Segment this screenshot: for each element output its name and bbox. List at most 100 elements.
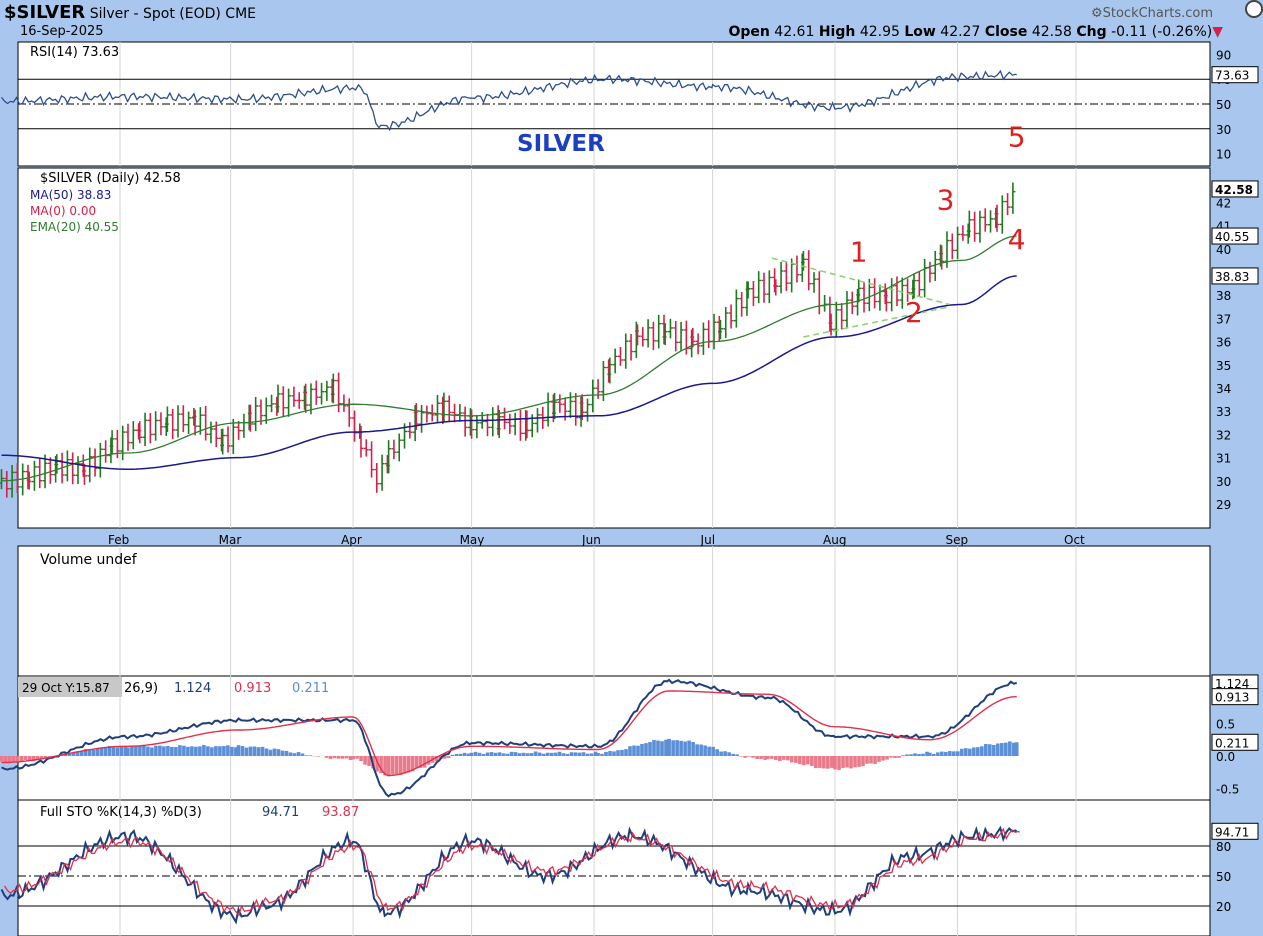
down-arrow-icon: ▼ — [1212, 24, 1223, 40]
macd-hist-bar — [652, 739, 656, 756]
macd-hist-bar — [178, 745, 182, 756]
sto-legend: Full STO %K(14,3) %D(3) — [40, 805, 202, 820]
macd-hist-bar — [308, 755, 313, 756]
macd-hist-bar — [292, 753, 297, 756]
macd-hist-bar — [593, 751, 598, 756]
macd-hist-bar — [142, 745, 146, 756]
sto-d-line — [3, 827, 1020, 917]
macd-hist-bar — [497, 752, 502, 756]
macd-hist-bar — [134, 745, 138, 756]
x-tick-label: Apr — [341, 533, 362, 547]
macd-hist-bar — [256, 747, 261, 756]
macd-hist-bar — [695, 744, 699, 756]
macd-hist-bar — [234, 747, 238, 756]
macd-hist-bar — [103, 747, 108, 756]
close-value: 42.58 — [1031, 24, 1072, 40]
sto-legend-k: 94.71 — [262, 805, 299, 820]
ema20-line — [1, 235, 1017, 482]
macd-hist-bar — [300, 753, 305, 756]
macd-hist-bar — [913, 753, 917, 756]
macd-hist-bar — [462, 752, 467, 756]
macd-legend-params: 26,9) — [124, 681, 158, 696]
macd-hist-bar — [545, 752, 550, 756]
x-tick-label: Mar — [219, 533, 242, 547]
macd-hist-bar — [739, 756, 743, 757]
macd-hist-bar — [865, 756, 869, 764]
close-corner-icon[interactable] — [1245, 0, 1263, 18]
rsi-tick-label: 90 — [1216, 48, 1231, 62]
macd-hist-bar — [711, 746, 715, 756]
macd-hist-bar — [687, 740, 691, 756]
price-legend-0: $SILVER (Daily) 42.58 — [40, 171, 181, 186]
macd-hist-bar — [79, 751, 84, 756]
silver-overlay-title: SILVER — [517, 131, 605, 157]
macd-signal-line — [1, 690, 1017, 777]
macd-hist-bar — [604, 751, 608, 756]
x-tick-label: Aug — [823, 533, 846, 547]
macd-hist-bar — [517, 753, 522, 756]
macd-hist-bar — [541, 753, 546, 756]
macd-hist-bar — [426, 756, 431, 765]
macd-hist-bar — [988, 744, 992, 756]
macd-hist-bar — [600, 753, 604, 756]
price-legend: $SILVER (Daily) 42.58 MA(50) 38.83 MA(0)… — [30, 171, 181, 234]
macd-hist-bar — [485, 752, 490, 756]
macd-legend-signal: 0.913 — [234, 681, 271, 696]
symbol-description: Silver - Spot (EOD) — [89, 6, 221, 22]
macd-hist-bar — [236, 745, 241, 756]
macd-hist-bar — [489, 752, 494, 756]
macd-hist-bar — [996, 743, 1000, 756]
macd-hist-bar — [774, 756, 778, 760]
x-tick-label: Oct — [1064, 533, 1085, 547]
macd-hist-bar — [830, 756, 834, 768]
macd-hist-bar — [968, 748, 972, 756]
macd-hist-bar — [810, 756, 814, 766]
macd-hist-bar — [226, 745, 230, 756]
macd-hist-bar — [553, 752, 558, 756]
chg-value: -0.11 (-0.26%) — [1111, 24, 1213, 40]
macd-hist-bar — [296, 752, 301, 756]
macd-hist-bar — [818, 756, 822, 768]
macd-hist-bar — [288, 752, 293, 756]
symbol-label: $SILVER — [4, 2, 86, 23]
macd-hist-bar — [138, 746, 142, 756]
macd-hist-bar — [174, 747, 178, 756]
macd-hist-bar — [944, 751, 948, 756]
macd-value-label: 0.913 — [1215, 691, 1249, 705]
macd-value-box — [1211, 733, 1259, 751]
macd-date-tooltip: 29 Oct Y:15.87 — [22, 681, 110, 695]
macd-hist-bar — [612, 751, 616, 756]
macd-hist-bar — [379, 756, 383, 774]
macd-hist-bar — [699, 744, 703, 756]
macd-hist-bar — [332, 756, 337, 759]
macd-hist-bar — [390, 756, 395, 775]
price-tick-label: 30 — [1216, 475, 1231, 489]
macd-hist-bar — [806, 756, 810, 765]
macd-hist-bar — [3, 756, 8, 762]
macd-hist-bar — [707, 746, 711, 756]
macd-hist-bar — [731, 753, 735, 756]
macd-hist-bar — [766, 756, 770, 760]
macd-hist-bar — [877, 756, 881, 762]
macd-hist-bar — [406, 756, 411, 773]
chart-date: 16-Sep-2025 — [20, 24, 104, 39]
macd-hist-bar — [410, 756, 415, 772]
macd-hist-bar — [719, 751, 723, 756]
volume-legend: Volume undef — [40, 552, 138, 568]
macd-hist-bar — [837, 756, 841, 770]
macd-hist-bar — [214, 746, 218, 756]
wave-label-3: 3 — [937, 183, 955, 216]
macd-hist-bar — [897, 756, 901, 758]
macd-hist-bar — [130, 746, 134, 756]
macd-hist-bar — [683, 741, 687, 756]
macd-hist-bar — [351, 756, 355, 760]
macd-hist-bar — [11, 756, 16, 763]
macd-hist-bar — [383, 756, 387, 776]
lower-trendline — [803, 306, 950, 338]
x-tick-label: Feb — [108, 533, 129, 547]
macd-hist-bar — [557, 751, 562, 756]
macd-hist-bar — [841, 756, 845, 768]
macd-hist-bar — [107, 745, 112, 756]
macd-hist-bar — [115, 747, 120, 756]
